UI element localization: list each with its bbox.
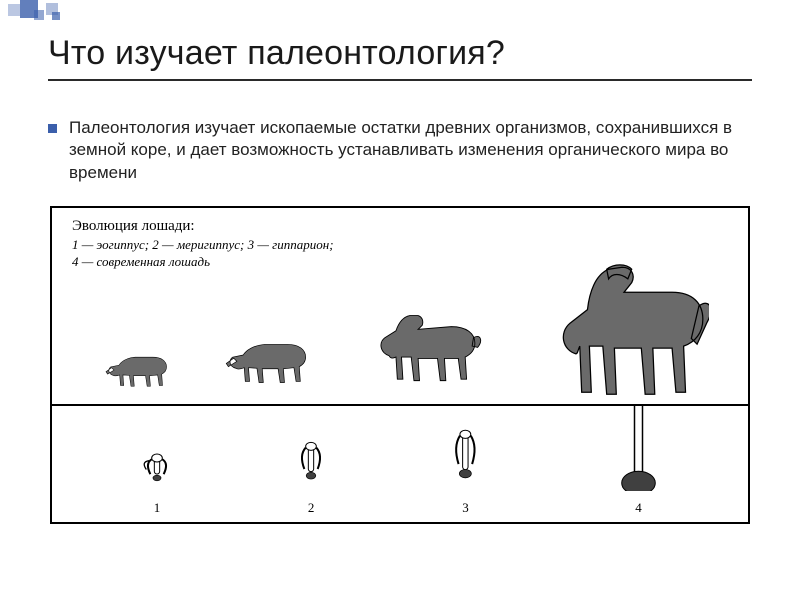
deco-square [34, 10, 44, 20]
leg-bone [445, 417, 486, 496]
bullet-text: Палеонтология изучает ископаемые остатки… [69, 117, 752, 184]
stage-number: 3 [462, 500, 469, 516]
corner-decoration [0, 0, 800, 28]
legend-title: Эволюция лошади: [72, 218, 334, 235]
horses-panel: Эволюция лошади: 1 — эогиппус; 2 — мериг… [52, 208, 748, 406]
horse-silhouette [368, 292, 490, 400]
leg-bone-icon [445, 417, 486, 491]
slide: Что изучает палеонтология? Палеонтология… [0, 0, 800, 524]
leg-column-4: 4 [600, 397, 677, 516]
title-row: Что изучает палеонтология? [48, 34, 752, 81]
horse-silhouette [225, 318, 319, 401]
horse-silhouette [539, 250, 709, 400]
slide-title: Что изучает палеонтология? [48, 34, 505, 73]
leg-column-3: 3 [445, 417, 486, 516]
horse-4 [539, 250, 709, 400]
bullet-marker-icon [48, 124, 57, 133]
leg-column-2: 2 [291, 431, 331, 516]
stage-number: 4 [635, 500, 642, 516]
horse-2 [225, 318, 319, 401]
leg-bone [291, 431, 331, 496]
horse-3 [368, 292, 490, 400]
deco-square [8, 4, 20, 16]
stage-number: 2 [308, 500, 315, 516]
deco-square [52, 12, 60, 20]
evolution-figure: Эволюция лошади: 1 — эогиппус; 2 — мериг… [50, 206, 750, 524]
bullet-item: Палеонтология изучает ископаемые остатки… [48, 117, 752, 184]
figure-frame: Эволюция лошади: 1 — эогиппус; 2 — мериг… [50, 206, 750, 524]
leg-bone-icon [291, 431, 331, 491]
horse-silhouette [105, 337, 176, 400]
leg-bone [137, 445, 177, 496]
leg-column-1: 1 [137, 445, 177, 516]
stage-number: 1 [154, 500, 161, 516]
legs-panel: 1 2 3 4 [52, 406, 748, 522]
leg-bone-icon [137, 445, 177, 491]
horse-1 [105, 337, 176, 400]
